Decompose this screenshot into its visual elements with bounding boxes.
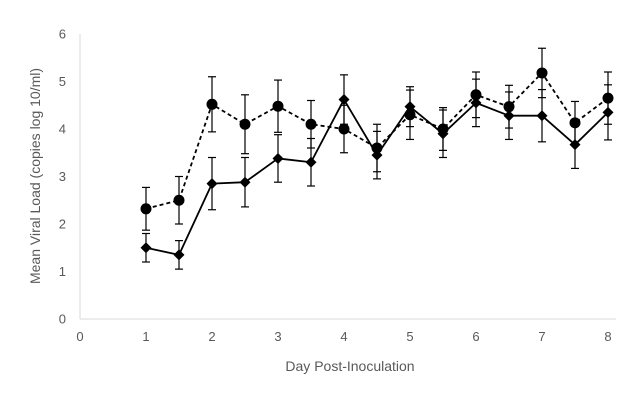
x-tick-label: 8 xyxy=(604,329,611,344)
tick-labels: 0 1 2 3 4 5 6 7 8 0 1 2 3 4 5 6 xyxy=(59,27,612,345)
data-point-diamond xyxy=(338,94,350,106)
data-point-circle xyxy=(404,109,416,121)
y-tick-label: 0 xyxy=(59,312,66,327)
data-point-diamond xyxy=(206,178,218,190)
series-markers xyxy=(140,67,614,261)
data-point-circle xyxy=(272,100,284,112)
data-point-circle xyxy=(503,101,515,113)
data-point-diamond xyxy=(536,110,548,122)
data-point-circle xyxy=(305,118,317,130)
data-point-diamond xyxy=(602,106,614,118)
data-point-circle xyxy=(569,117,581,129)
data-point-diamond xyxy=(404,101,416,113)
data-point-circle xyxy=(437,123,449,135)
y-tick-label: 5 xyxy=(59,74,66,89)
data-point-circle xyxy=(206,98,218,110)
x-axis-title: Day Post-Inoculation xyxy=(285,358,414,374)
data-point-circle xyxy=(602,92,614,104)
data-point-circle xyxy=(173,194,185,206)
data-point-circle xyxy=(140,203,152,215)
x-tick-label: 0 xyxy=(76,329,83,344)
x-tick-label: 6 xyxy=(472,329,479,344)
data-point-diamond xyxy=(305,156,317,168)
data-point-diamond xyxy=(140,242,152,254)
y-tick-label: 3 xyxy=(59,169,66,184)
y-tick-label: 6 xyxy=(59,27,66,42)
data-point-circle xyxy=(470,89,482,101)
data-point-diamond xyxy=(470,97,482,109)
data-point-circle xyxy=(536,67,548,79)
x-tick-label: 2 xyxy=(208,329,215,344)
data-point-circle xyxy=(239,118,251,130)
x-tick-label: 4 xyxy=(340,329,347,344)
data-point-circle xyxy=(371,142,383,154)
data-point-diamond xyxy=(569,139,581,151)
x-tick-label: 3 xyxy=(274,329,281,344)
y-axis-title: Mean Viral Load (copies log 10/ml) xyxy=(27,68,43,284)
y-tick-label: 2 xyxy=(59,217,66,232)
data-point-diamond xyxy=(173,249,185,261)
data-point-diamond xyxy=(272,152,284,164)
data-point-circle xyxy=(338,123,350,135)
y-tick-label: 1 xyxy=(59,264,66,279)
y-tick-label: 4 xyxy=(59,122,66,137)
axes xyxy=(79,34,616,320)
data-point-diamond xyxy=(239,176,251,188)
data-point-diamond xyxy=(503,110,515,122)
x-tick-label: 5 xyxy=(406,329,413,344)
x-tick-label: 1 xyxy=(142,329,149,344)
series-line-2 xyxy=(145,72,609,210)
x-tick-label: 7 xyxy=(538,329,545,344)
